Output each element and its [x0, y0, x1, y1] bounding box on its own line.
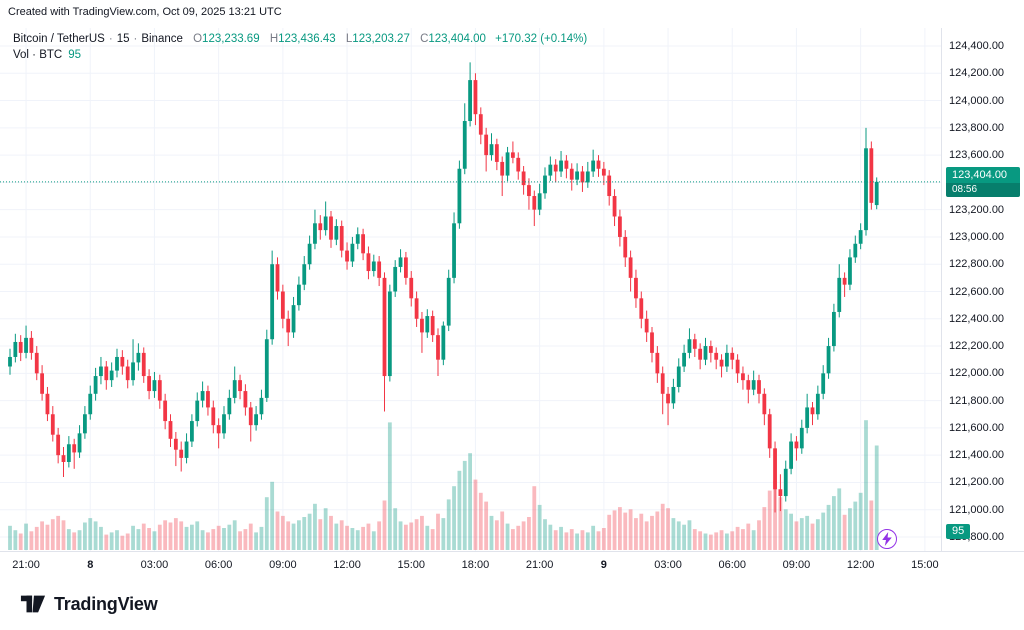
low-label: L — [345, 33, 353, 45]
tradingview-logo[interactable] — [20, 591, 46, 617]
close-value: 123,404.00 — [428, 33, 486, 45]
price-axis[interactable]: 124,400.00 124,200.00 124,000.00 123,800.00… — [941, 28, 1024, 551]
time-axis[interactable]: 21:00 8 03:00 06:00 09:00 12:00 15:00 18:00 21:0… — [0, 551, 1024, 579]
time-tick-label: 09:00 — [269, 559, 297, 571]
time-tick-label: 12:00 — [333, 559, 361, 571]
price-tick-label: 121,600.00 — [949, 421, 1005, 434]
price-tick-label: 122,400.00 — [949, 312, 1005, 325]
price-tick-label: 121,000.00 — [949, 503, 1005, 516]
interval-label[interactable]: 15 — [116, 33, 130, 45]
legend-separator: · — [108, 33, 113, 45]
price-tick-label: 121,800.00 — [949, 394, 1005, 407]
legend-separator: · — [133, 33, 138, 45]
legend-symbol-row: Bitcoin / TetherUS · 15 · Binance O123,233.6… — [13, 31, 587, 47]
volume-value: 95 — [68, 49, 82, 61]
lightning-bolt-glyph — [882, 532, 892, 546]
last-price-value: 123,404.00 — [946, 167, 1020, 183]
price-tick-label: 122,600.00 — [949, 285, 1005, 298]
low-value: 123,203.27 — [352, 33, 410, 45]
close-label: C — [420, 33, 429, 45]
flash-icon[interactable] — [877, 529, 897, 549]
time-tick-label: 21:00 — [12, 559, 40, 571]
time-tick-label: 9 — [600, 559, 607, 571]
open-label: O — [193, 33, 203, 45]
time-tick-label: 06:00 — [718, 559, 747, 571]
time-tick-label: 15:00 — [911, 559, 939, 571]
time-tick-label: 18:00 — [461, 559, 490, 571]
time-tick-label: 09:00 — [782, 559, 811, 571]
exchange-label[interactable]: Binance — [141, 33, 183, 45]
last-price-badge: 123,404.00 08:56 — [946, 167, 1020, 197]
price-tick-label: 121,200.00 — [949, 476, 1005, 489]
time-tick-label: 8 — [87, 559, 94, 571]
footer: TradingView — [20, 591, 158, 617]
price-tick-label: 122,200.00 — [949, 340, 1005, 353]
time-tick-label: 03:00 — [654, 559, 682, 571]
price-tick-label: 123,000.00 — [949, 230, 1005, 243]
high-value: 123,436.43 — [278, 33, 336, 45]
open-value: 123,233.69 — [202, 33, 260, 45]
chart-legend: Bitcoin / TetherUS · 15 · Binance O123,233.6… — [13, 31, 587, 63]
price-tick-label: 123,200.00 — [949, 203, 1005, 216]
tradingview-wordmark[interactable]: TradingView — [54, 593, 158, 614]
time-tick-label: 12:00 — [846, 559, 875, 571]
change-value: +170.32 (+0.14%) — [495, 33, 588, 45]
price-tick-label: 122,000.00 — [949, 367, 1005, 380]
price-tick-label: 123,600.00 — [949, 149, 1005, 162]
price-tick-label: 124,400.00 — [949, 40, 1005, 52]
price-tick-label: 124,000.00 — [949, 94, 1005, 107]
price-tick-label: 122,800.00 — [949, 258, 1005, 271]
price-tick-label: 123,800.00 — [949, 121, 1005, 134]
time-tick-label: 06:00 — [204, 559, 233, 571]
attribution-text: Created with TradingView.com, Oct 09, 20… — [8, 6, 282, 18]
high-label: H — [269, 33, 279, 45]
time-tick-label: 15:00 — [397, 559, 426, 571]
price-tick-label: 124,200.00 — [949, 67, 1005, 80]
volume-badge: 95 — [946, 524, 971, 539]
bar-countdown: 08:56 — [946, 183, 1020, 197]
time-tick-label: 03:00 — [140, 559, 169, 571]
time-tick-label: 21:00 — [525, 559, 554, 571]
legend-volume-row: Vol · BTC 95 — [13, 47, 587, 63]
symbol-title[interactable]: Bitcoin / TetherUS — [13, 33, 105, 45]
volume-label[interactable]: Vol · BTC — [13, 49, 63, 61]
price-tick-label: 121,400.00 — [949, 449, 1005, 462]
